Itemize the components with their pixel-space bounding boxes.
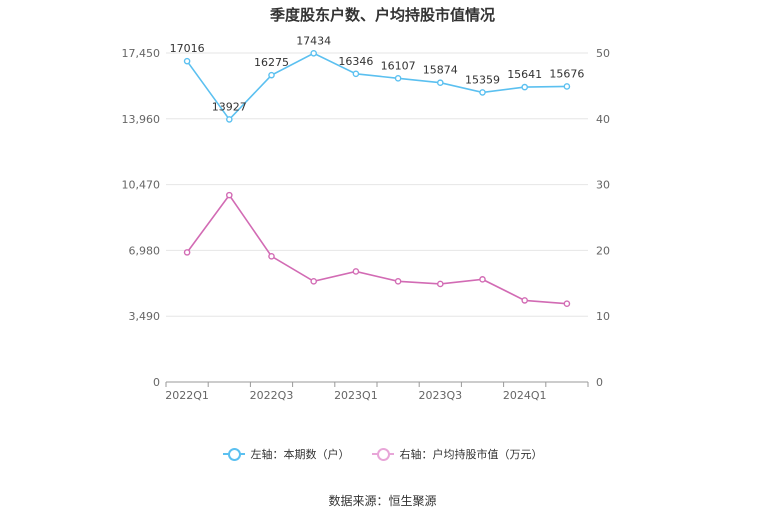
x-axis-tick-label: 2022Q1: [165, 389, 209, 402]
data-label: 16275: [254, 56, 289, 69]
legend-label-holding-value: 右轴：户均持股市值（万元）: [399, 448, 543, 461]
series-line-households: [186, 52, 567, 121]
legend: 左轴：本期数（户） 右轴：户均持股市值（万元）: [0, 446, 765, 462]
left-axis-tick-label: 17,450: [122, 47, 161, 60]
data-label: 17016: [170, 42, 205, 55]
right-axis-tick-label: 50: [596, 47, 610, 60]
right-axis-tick-label: 0: [596, 376, 603, 389]
legend-swatch-households: [222, 448, 245, 461]
data-label: 15676: [549, 67, 584, 80]
data-label: 13927: [212, 100, 247, 113]
series-line-holding-value: [186, 193, 567, 305]
data-point-holding-value: [352, 268, 360, 275]
left-axis-tick-label: 6,980: [129, 244, 161, 257]
data-point-households: [479, 89, 486, 96]
data-point-households: [563, 83, 571, 90]
right-axis-tick-label: 30: [596, 179, 610, 192]
right-axis-tick-label: 20: [596, 244, 610, 257]
data-point-holding-value: [394, 278, 402, 285]
data-point-households: [436, 79, 444, 87]
left-axis-tick-label: 0: [153, 376, 160, 389]
data-point-households: [225, 116, 233, 123]
data-point-households: [310, 50, 318, 57]
data-point-holding-value: [436, 280, 444, 288]
legend-item-households[interactable]: 左轴：本期数（户）: [222, 446, 350, 462]
x-axis-tick-label: 2024Q1: [503, 389, 547, 402]
data-point-households: [183, 57, 191, 65]
data-label: 16346: [338, 55, 373, 68]
data-point-holding-value: [183, 249, 191, 256]
left-axis-tick-label: 3,490: [129, 310, 161, 323]
data-point-holding-value: [225, 191, 233, 199]
data-label: 16107: [381, 59, 416, 72]
data-point-holding-value: [268, 253, 275, 260]
right-axis-tick-label: 40: [596, 113, 610, 126]
left-axis-tick-label: 10,470: [122, 179, 161, 192]
x-axis-tick-label: 2023Q1: [334, 389, 378, 402]
data-label: 15641: [507, 68, 542, 81]
data-point-holding-value: [521, 297, 529, 304]
chart-title: 季度股东户数、户均持股市值情况: [269, 6, 495, 24]
data-point-holding-value: [310, 278, 318, 285]
data-point-holding-value: [479, 276, 486, 283]
data-label: 17434: [296, 34, 331, 47]
left-axis-tick-label: 13,960: [122, 113, 161, 126]
legend-item-holding-value[interactable]: 右轴：户均持股市值（万元）: [371, 446, 543, 462]
data-point-holding-value: [563, 300, 571, 307]
data-point-households: [352, 70, 360, 78]
data-point-households: [394, 75, 402, 82]
data-point-households: [521, 83, 529, 91]
data-source: 数据来源：恒生聚源: [328, 494, 437, 508]
right-axis-tick-label: 10: [596, 310, 610, 323]
data-label: 15874: [423, 64, 458, 77]
data-label: 15359: [465, 73, 500, 86]
chart-plot: 0 0 3,490 10 6,980 20 10,470 30 13,960 40 17,450 50…: [122, 34, 611, 402]
x-axis-tick-label: 2022Q3: [250, 389, 294, 402]
legend-label-households: 左轴：本期数（户）: [250, 448, 350, 461]
data-point-households: [268, 71, 275, 79]
legend-swatch-holding-value: [371, 448, 394, 461]
x-axis-tick-label: 2023Q3: [418, 389, 462, 402]
